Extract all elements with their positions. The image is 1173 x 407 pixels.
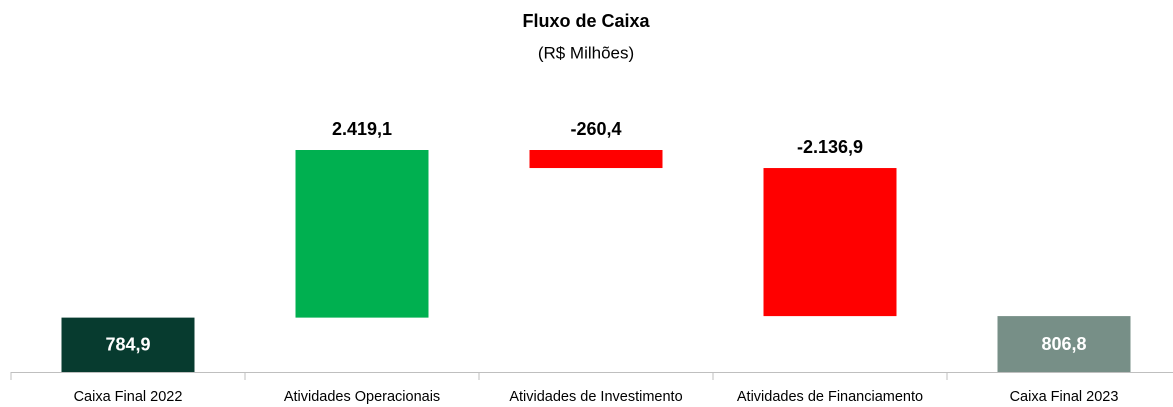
bar: [295, 150, 429, 318]
bar: [763, 168, 897, 317]
x-tick-label: Atividades de Financiamento: [737, 389, 923, 405]
data-label: 806,8: [1041, 334, 1086, 354]
chart-subtitle: (R$ Milhões): [538, 43, 634, 62]
bar: [997, 316, 1131, 372]
data-label: -260,4: [570, 119, 621, 139]
bar: [529, 150, 663, 169]
data-label: 2.419,1: [332, 119, 392, 139]
chart-title: Fluxo de Caixa: [522, 11, 650, 31]
bar: [61, 317, 195, 372]
data-label: 784,9: [105, 335, 150, 355]
x-tick-label: Caixa Final 2023: [1010, 389, 1119, 405]
x-tick-label: Atividades Operacionais: [284, 389, 440, 405]
data-label: -2.136,9: [797, 137, 863, 157]
x-tick-label: Atividades de Investimento: [509, 389, 682, 405]
x-tick-label: Caixa Final 2022: [74, 389, 183, 405]
